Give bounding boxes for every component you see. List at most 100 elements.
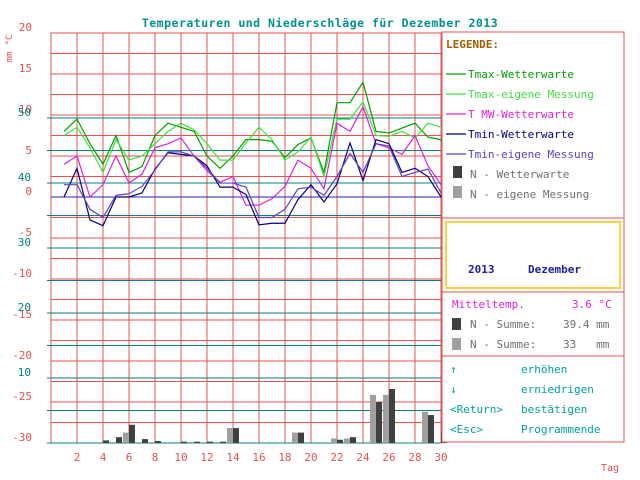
day-tick-label: 22 bbox=[330, 451, 343, 464]
rain-tick-label: 30 bbox=[18, 236, 31, 249]
legend-item-label: Tmax-Wetterwarte bbox=[468, 68, 574, 81]
legend-bar-swatch bbox=[453, 166, 462, 178]
day-tick-label: 20 bbox=[304, 451, 317, 464]
legend-item-label: N - Wetterwarte bbox=[470, 168, 569, 181]
rain-unit-label: mm bbox=[5, 52, 15, 63]
temp-tick-label: -15 bbox=[12, 308, 32, 321]
temp-tick-label: 20 bbox=[19, 21, 32, 34]
legend-item-label: Tmin-eigene Messung bbox=[468, 148, 594, 161]
rain-tick-label: 50 bbox=[18, 106, 31, 119]
bar-n-wetterwarte bbox=[142, 439, 148, 443]
bar-n-eigene-messung bbox=[370, 394, 376, 443]
temp-tick-label: 15 bbox=[19, 62, 32, 75]
plot-grid bbox=[47, 32, 442, 444]
rain-tick-label: 20 bbox=[18, 301, 31, 314]
bar-n-eigene-messung bbox=[292, 432, 298, 443]
line-tmin-wetterwarte bbox=[63, 138, 455, 227]
day-tick-label: 24 bbox=[356, 451, 370, 464]
day-tick-label: 16 bbox=[252, 451, 265, 464]
x-axis-title: Tag bbox=[601, 463, 619, 474]
day-tick-label: 14 bbox=[226, 451, 240, 464]
bar-n-wetterwarte bbox=[181, 441, 187, 443]
day-tick-label: 2 bbox=[74, 451, 81, 464]
bar-n-wetterwarte bbox=[428, 415, 434, 443]
key-action: Programmende bbox=[521, 423, 600, 436]
bar-n-wetterwarte bbox=[298, 432, 304, 443]
keys-panel: ↑ erhöhen ↓ erniedrigen <Return> bestätigen <E… bbox=[441, 355, 625, 443]
key-name: ↑ bbox=[450, 363, 457, 376]
key-name: <Return> bbox=[450, 403, 503, 416]
rain-tick-label: 40 bbox=[18, 171, 31, 184]
temp-tick-label: -10 bbox=[12, 267, 32, 280]
legend-title: LEGENDE: bbox=[446, 38, 499, 51]
temp-unit-label: °C bbox=[5, 35, 15, 46]
bar-n-eigene-messung bbox=[227, 428, 233, 443]
bar-n-wetterwarte bbox=[350, 437, 356, 443]
day-tick-label: 6 bbox=[126, 451, 133, 464]
mittel-label: Mitteltemp. bbox=[452, 298, 525, 311]
n-sum-value-2: 33 mm bbox=[563, 338, 610, 351]
legend-item-label: N - eigene Messung bbox=[470, 188, 589, 201]
bar-n-wetterwarte bbox=[155, 441, 161, 443]
day-tick-label: 10 bbox=[174, 451, 187, 464]
n-sum-value-1: 39.4 mm bbox=[563, 318, 610, 331]
key-action: erhöhen bbox=[521, 363, 567, 376]
date-panel: 2013 Dezember bbox=[441, 217, 625, 293]
temp-tick-label: -20 bbox=[12, 349, 32, 362]
legend-bar-swatch bbox=[453, 186, 462, 198]
legend-item-label: Tmin-Wetterwarte bbox=[468, 128, 574, 141]
bar-n-wetterwarte bbox=[233, 428, 239, 443]
n-sum-swatch-2 bbox=[452, 338, 461, 350]
bar-n-wetterwarte bbox=[220, 441, 226, 443]
day-tick-label: 4 bbox=[100, 451, 107, 464]
bar-n-eigene-messung bbox=[331, 438, 337, 443]
mittel-value: 3.6 °C bbox=[572, 298, 612, 311]
day-tick-label: 18 bbox=[278, 451, 291, 464]
key-name: <Esc> bbox=[450, 423, 483, 436]
key-action: bestätigen bbox=[521, 403, 587, 416]
n-sum-label-1: N - Summe: bbox=[470, 318, 536, 331]
temp-tick-label: -5 bbox=[19, 226, 32, 239]
day-tick-label: 30 bbox=[434, 451, 447, 464]
bar-n-wetterwarte bbox=[207, 441, 213, 443]
bar-n-wetterwarte bbox=[337, 439, 343, 443]
bar-n-wetterwarte bbox=[103, 440, 109, 443]
chart-title: Temperaturen und Niederschläge für Dezem… bbox=[142, 16, 498, 30]
key-action: erniedrigen bbox=[521, 383, 594, 396]
temp-tick-label: 10 bbox=[19, 103, 32, 116]
line-tmax-eigene-messung bbox=[63, 100, 455, 179]
bar-n-eigene-messung bbox=[383, 394, 389, 443]
bar-n-wetterwarte bbox=[376, 402, 382, 443]
bar-n-wetterwarte bbox=[389, 389, 395, 443]
stats-panel: Mitteltemp. 3.6 °C N - Summe: 39.4 mm N … bbox=[441, 291, 625, 357]
rain-tick-label: 10 bbox=[18, 366, 31, 379]
day-tick-label: 8 bbox=[152, 451, 159, 464]
line-tmax-wetterwarte bbox=[63, 80, 455, 181]
temp-tick-label: -25 bbox=[12, 390, 32, 403]
temp-tick-label: -30 bbox=[12, 431, 32, 444]
n-sum-label-2: N - Summe: bbox=[470, 338, 536, 351]
date-year: 2013 bbox=[468, 263, 495, 276]
day-tick-label: 12 bbox=[200, 451, 213, 464]
day-tick-label: 26 bbox=[382, 451, 395, 464]
temp-tick-label: 5 bbox=[25, 144, 32, 157]
temp-tick-label: 0 bbox=[25, 185, 32, 198]
line-tmin-eigene-messung bbox=[64, 143, 455, 219]
bar-n-wetterwarte bbox=[194, 441, 200, 443]
date-month: Dezember bbox=[528, 263, 581, 276]
bar-n-wetterwarte bbox=[116, 437, 122, 443]
bar-n-wetterwarte bbox=[129, 424, 135, 443]
key-name: ↓ bbox=[450, 383, 457, 396]
bar-n-eigene-messung bbox=[422, 411, 428, 443]
temperature-lines bbox=[63, 80, 455, 227]
day-tick-label: 28 bbox=[408, 451, 421, 464]
bar-n-eigene-messung bbox=[344, 438, 350, 443]
bar-n-eigene-messung bbox=[123, 432, 129, 443]
n-sum-swatch-1 bbox=[452, 318, 461, 330]
line-t-mw-wetterwarte bbox=[63, 105, 455, 206]
legend-item-label: T MW-Wetterwarte bbox=[468, 108, 574, 121]
legend-panel: LEGENDE: Tmax-Wetterwarte Tmax-eigene Mes… bbox=[441, 31, 625, 219]
legend-item-label: Tmax-eigene Messung bbox=[468, 88, 594, 101]
